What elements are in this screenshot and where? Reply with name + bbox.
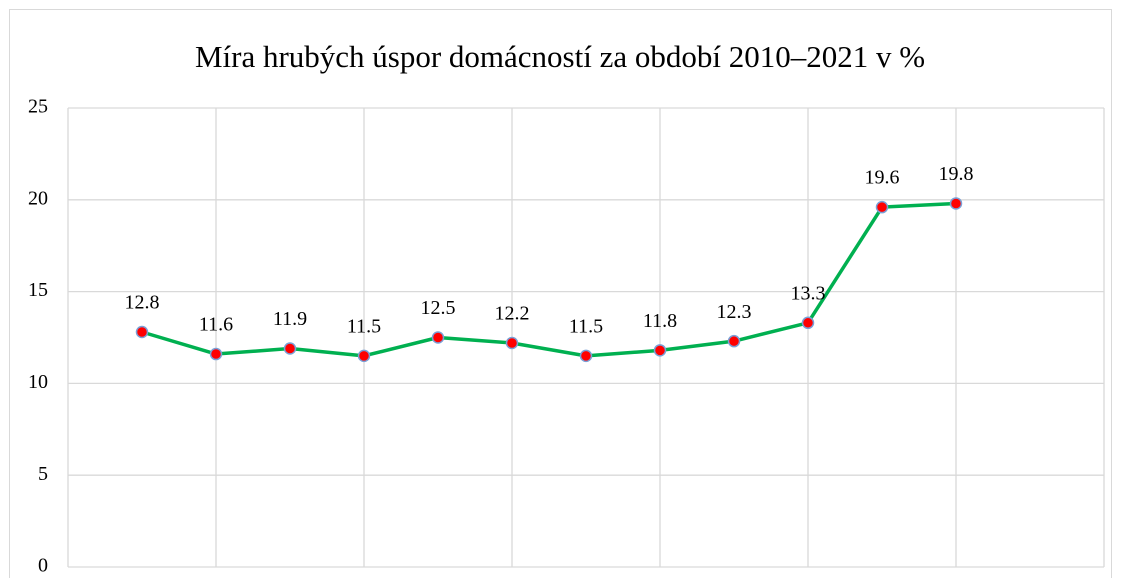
marker bbox=[653, 344, 667, 357]
y-tick-label: 25 bbox=[28, 96, 48, 118]
data-label: 11.5 bbox=[569, 315, 603, 337]
marker bbox=[949, 197, 963, 210]
data-label: 11.8 bbox=[643, 310, 677, 332]
y-tick-label: 0 bbox=[38, 555, 48, 577]
chart-title: Míra hrubých úspor domácností za období … bbox=[195, 39, 925, 74]
marker bbox=[135, 325, 149, 339]
marker bbox=[283, 342, 297, 355]
marker bbox=[357, 349, 371, 363]
data-label: 12.3 bbox=[717, 301, 752, 323]
y-tick-label: 15 bbox=[28, 279, 48, 301]
data-label: 19.8 bbox=[939, 163, 974, 185]
data-label: 12.2 bbox=[495, 303, 530, 325]
chart-border bbox=[9, 9, 1112, 578]
data-label: 13.3 bbox=[791, 282, 826, 304]
data-label: 12.5 bbox=[421, 297, 456, 319]
marker bbox=[209, 347, 223, 361]
y-tick-label: 10 bbox=[28, 371, 48, 393]
marker bbox=[505, 336, 519, 350]
marker bbox=[727, 334, 741, 348]
marker bbox=[579, 349, 593, 363]
data-label: 11.6 bbox=[199, 314, 233, 336]
y-tick-label: 5 bbox=[38, 463, 48, 485]
data-label: 11.5 bbox=[347, 315, 381, 337]
data-label: 19.6 bbox=[865, 167, 900, 189]
line bbox=[141, 201, 957, 358]
data-label: 12.8 bbox=[125, 292, 160, 314]
marker bbox=[875, 200, 889, 214]
marker bbox=[431, 331, 445, 344]
marker bbox=[801, 316, 815, 330]
data-label: 11.9 bbox=[273, 308, 307, 330]
y-tick-label: 20 bbox=[28, 187, 48, 209]
